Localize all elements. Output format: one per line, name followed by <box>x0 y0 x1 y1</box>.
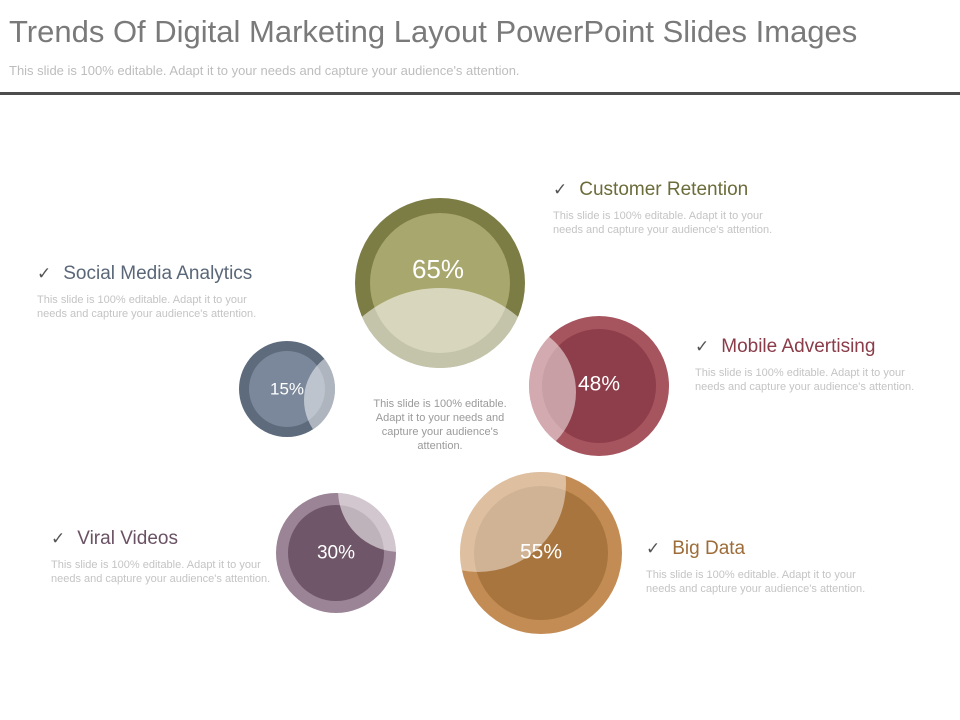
percent-customer-retention: 65% <box>412 254 464 284</box>
description-customer-retention: This slide is 100% editable. Adapt it to… <box>553 210 773 236</box>
title-divider <box>0 92 960 95</box>
percent-social-media-analytics: 15% <box>270 380 304 399</box>
checkmark-icon: ✓ <box>646 539 661 558</box>
description-mobile-advertising: This slide is 100% editable. Adapt it to… <box>695 367 915 393</box>
label-text-viral-videos: Viral Videos <box>77 528 178 549</box>
slide-title: Trends Of Digital Marketing Layout Power… <box>9 14 858 49</box>
percent-big-data: 55% <box>520 541 562 564</box>
description-viral-videos: This slide is 100% editable. Adapt it to… <box>51 559 271 585</box>
checkmark-icon: ✓ <box>695 337 710 356</box>
slide-subtitle: This slide is 100% editable. Adapt it to… <box>9 63 520 78</box>
center-description: This slide is 100% editable. Adapt it to… <box>373 398 507 452</box>
label-customer-retention: ✓ Customer Retention <box>553 179 748 201</box>
label-text-big-data: Big Data <box>672 538 746 559</box>
percent-mobile-advertising: 48% <box>578 373 620 396</box>
checkmark-icon: ✓ <box>553 180 568 199</box>
checkmark-icon: ✓ <box>37 264 52 283</box>
label-text-mobile-advertising: Mobile Advertising <box>721 336 876 357</box>
percent-viral-videos: 30% <box>317 543 355 564</box>
label-text-social-media-analytics: Social Media Analytics <box>63 263 253 284</box>
label-text-customer-retention: Customer Retention <box>579 179 749 200</box>
label-social-media-analytics: ✓ Social Media Analytics <box>37 263 252 285</box>
checkmark-icon: ✓ <box>51 529 66 548</box>
bubble-viral-videos: 30% <box>276 493 396 613</box>
description-big-data: This slide is 100% editable. Adapt it to… <box>646 569 866 595</box>
label-viral-videos: ✓ Viral Videos <box>51 528 178 550</box>
label-mobile-advertising: ✓ Mobile Advertising <box>695 336 875 358</box>
description-social-media-analytics: This slide is 100% editable. Adapt it to… <box>37 294 257 320</box>
label-big-data: ✓ Big Data <box>646 538 745 560</box>
